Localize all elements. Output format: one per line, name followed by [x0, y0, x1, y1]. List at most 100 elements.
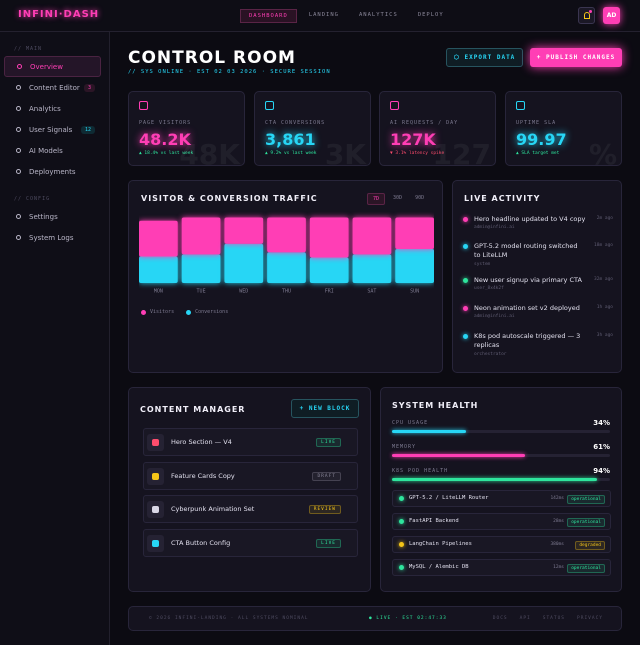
bar [181, 254, 221, 283]
activity-user: admin@infini.ai [474, 225, 515, 230]
nav-item[interactable]: Deployments [4, 161, 101, 182]
bar [267, 217, 306, 253]
dot [463, 217, 468, 222]
service-name: MySQL / Alembic DB [409, 564, 469, 570]
bar [309, 257, 349, 283]
icon [16, 148, 21, 153]
block-name: Hero Section — V4 [171, 438, 232, 446]
activity-text: Hero headline updated to V4 copy [474, 215, 586, 223]
status-badge: REVIEW [308, 505, 341, 514]
kpi-value: 127K [390, 130, 436, 149]
notifications[interactable] [578, 7, 595, 24]
metric-bar [392, 454, 525, 457]
metric-track [392, 454, 610, 457]
legend-label: Conversions [195, 309, 229, 315]
metric-value: 61% [593, 443, 610, 451]
kpi-value: 3,861 [265, 130, 316, 149]
footer-link[interactable]: PRIVACY [577, 616, 603, 621]
content-panel: CONTENT MANAGER + NEW BLOCK Hero Section… [128, 387, 371, 592]
badge: 12 [80, 125, 95, 134]
service-status: operational [567, 564, 605, 573]
kpi-delta: ▲ 18.4% vs last week [139, 151, 194, 156]
status-badge: DRAFT [312, 471, 341, 481]
activity-user: user_8x4k2f [474, 286, 504, 291]
service-row: MySQL / Alembic DB 12ms operational [392, 559, 611, 576]
activity-text: GPT-5.2 model routing switched to LiteLL… [474, 242, 578, 259]
status-dot [399, 519, 404, 524]
new-block-button[interactable]: + NEW BLOCK [291, 399, 359, 418]
section-title: // MAIN [14, 46, 43, 52]
metric-value: 94% [593, 467, 610, 475]
icon [17, 64, 22, 69]
content-row[interactable]: Hero Section — V4 LIVE [143, 428, 358, 456]
avatar[interactable]: AD [603, 7, 620, 24]
nav-link[interactable]: DEPLOY [417, 12, 444, 18]
sidebar: // MAIN Overview Content Editor 3 Analytics U… [0, 32, 110, 645]
legend-label: Visitors [150, 309, 175, 315]
kpi-delta: ▲ 9.2% vs last week [265, 151, 317, 156]
block-icon [147, 467, 164, 485]
nav-link[interactable]: LANDING [308, 12, 339, 18]
footer-text: © 2026 INFINI-LANDING · ALL SYSTEMS NOMI… [149, 616, 309, 621]
traffic-chart: MON TUE WED THU FRI SAT SUN [139, 217, 434, 295]
panel-title: VISITOR & CONVERSION TRAFFIC [141, 194, 318, 203]
block-name: Cyberpunk Animation Set [171, 505, 255, 513]
kpi-card: CTA CONVERSIONS 3,861 ▲ 9.2% vs last week 3… [254, 91, 371, 166]
footer-links: DOCS API STATUS PRIVACY [493, 616, 603, 621]
health-panel: SYSTEM HEALTH CPU USAGE 34% MEMORY 61% K8S P… [380, 387, 622, 592]
range-tab[interactable]: 30D [393, 195, 403, 201]
metric-track [392, 478, 610, 481]
nav-link[interactable]: DASHBOARD [240, 9, 297, 23]
metric-value: 34% [593, 419, 610, 427]
panel-title: SYSTEM HEALTH [392, 401, 479, 410]
nav-item[interactable]: Overview [4, 56, 101, 77]
service-status: degraded [575, 541, 605, 550]
block-icon [147, 434, 164, 451]
kpi-label: CTA CONVERSIONS [265, 120, 326, 126]
activity-user: orchestrator [474, 352, 507, 357]
badge: 3 [83, 83, 95, 92]
nav-item[interactable]: AI Models [4, 140, 101, 161]
activity-time: 3h ago [596, 333, 613, 338]
kpi-card: AI REQUESTS / DAY 127K ▼ 3.1% latency spik… [379, 91, 496, 166]
activity-time: 1h ago [596, 305, 613, 310]
nav-item[interactable]: System Logs [4, 227, 101, 248]
content-row[interactable]: CTA Button Config LIVE [143, 528, 358, 557]
range-tab[interactable]: 90D [415, 195, 425, 201]
publish-button[interactable]: + PUBLISH CHANGES [530, 48, 622, 67]
footer-link[interactable]: API [519, 616, 531, 621]
header: INFINI·DASH DASHBOARD LANDING ANALYTICS DEP… [0, 0, 640, 32]
nav-link[interactable]: ANALYTICS [359, 12, 398, 18]
bar [267, 252, 306, 283]
range-tab[interactable]: 7D [367, 193, 386, 205]
service-latency: 12ms [553, 565, 564, 570]
nav-item[interactable]: Analytics [4, 98, 101, 119]
bar [395, 217, 434, 249]
service-latency: 142ms [550, 496, 564, 501]
bar [224, 217, 264, 244]
bar [139, 220, 178, 257]
nav-item[interactable]: Settings [4, 206, 101, 227]
logo[interactable]: INFINI·DASH [18, 9, 100, 20]
service-name: GPT-5.2 / LiteLLM Router [409, 495, 489, 501]
nav-item[interactable]: Content Editor 3 [4, 77, 101, 98]
status-dot [399, 565, 404, 570]
block-name: Feature Cards Copy [171, 471, 235, 480]
export-button[interactable]: ⬡ EXPORT DATA [446, 48, 523, 67]
legend: Visitors Conversions [141, 309, 228, 315]
traffic-panel: VISITOR & CONVERSION TRAFFIC 7D 30D 90D MO… [128, 180, 443, 373]
footer-link[interactable]: DOCS [492, 616, 508, 621]
content-row[interactable]: Cyberpunk Animation Set REVIEW [143, 495, 358, 523]
dot [463, 334, 468, 339]
footer-link[interactable]: STATUS [542, 616, 566, 621]
content-row[interactable]: Feature Cards Copy DRAFT [143, 461, 358, 490]
service-name: FastAPI Backend [409, 518, 459, 524]
nav-item[interactable]: User Signals 12 [4, 119, 101, 140]
block-icon [147, 501, 164, 518]
block-name: CTA Button Config [171, 538, 231, 547]
watermark: 48K [179, 138, 240, 166]
range-tabs: 7D 30D 90D [367, 193, 429, 205]
icon [16, 235, 21, 240]
metric-label: MEMORY [392, 444, 417, 450]
bar [352, 217, 392, 255]
